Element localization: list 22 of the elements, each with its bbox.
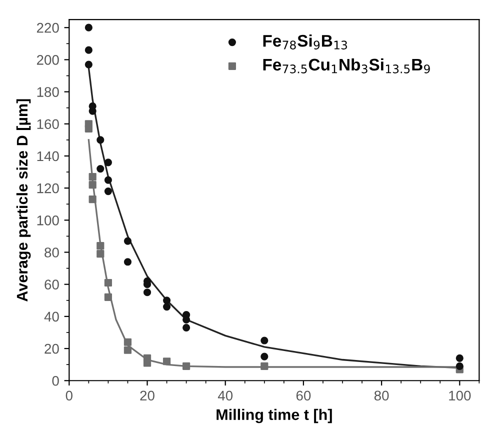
y-tick-label: 120 [37, 183, 59, 194]
x-tick-label: 100 [449, 390, 471, 401]
x-tick-label: 40 [218, 390, 233, 401]
y-tick-label: 40 [44, 312, 59, 322]
y-tick-label: 20 [44, 344, 59, 354]
y-tick-label: 220 [36, 22, 59, 33]
y-axis-title: Average particle size D [µm] [16, 99, 31, 302]
x-axis-title: Milling time t [h] [216, 408, 332, 424]
text: Fe$_{73.5}$Cu$_{1}$Nb$_{3}$Si$_{13.5}$B$_{9}$ [263, 58, 430, 74]
y-tick-label: 140 [37, 151, 59, 162]
y-tick-label: 80 [44, 248, 59, 258]
y-tick-label: 160 [37, 119, 59, 130]
x-tick-label: 0 [66, 390, 72, 401]
y-tick-label: 100 [37, 215, 59, 226]
legend-label: Fe$_{78}$Si$_{9}$B$_{13}$ [263, 34, 348, 50]
x-tick-label: 20 [140, 390, 154, 401]
y-tick-label: 0 [52, 376, 59, 386]
x-tick-label: 80 [374, 390, 389, 401]
x-tick-label: 60 [296, 390, 311, 401]
y-tick-label: 200 [36, 55, 59, 65]
y-tick-label: 60 [44, 280, 59, 290]
y-tick-label: 180 [37, 87, 59, 97]
